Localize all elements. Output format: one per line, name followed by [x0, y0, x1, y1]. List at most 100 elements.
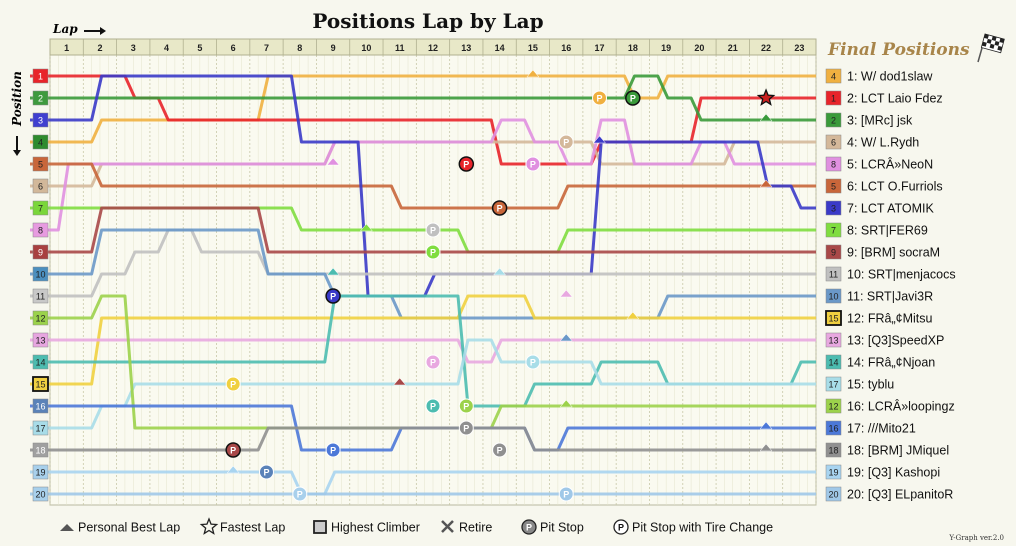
lap-tick-label: 6 [231, 43, 236, 53]
final-position-row: 11 10: SRT|menjacocs [825, 266, 956, 282]
personal-best-marker [393, 377, 407, 386]
pit-stop-letter: P [463, 160, 469, 170]
starting-grid-badge [825, 68, 842, 84]
series-line [30, 294, 816, 386]
start-position-badge [32, 310, 49, 326]
personal-best-marker [359, 223, 373, 232]
lap-tick-label: 10 [361, 43, 371, 53]
final-positions-title: Final Positions [827, 40, 970, 60]
start-position-number: 1 [38, 72, 43, 82]
start-position-number: 18 [35, 446, 45, 456]
final-position-row: 16 17: ///Mito21 [825, 420, 916, 436]
starting-grid-number: 3 [831, 204, 836, 214]
final-position-row: 1 2: LCT Laio Fdez [825, 90, 943, 106]
starting-grid-badge [825, 178, 842, 194]
final-positions-list: 4 1: W/ dod1slaw 1 2: LCT Laio Fdez 2 3: [MRc… [825, 68, 956, 502]
legend-item: Retire [441, 520, 492, 535]
legend-climber-icon [313, 520, 327, 534]
start-position-badge [32, 200, 49, 216]
series-line [30, 228, 816, 298]
fastest-lap-marker [756, 88, 776, 106]
final-position-row: 6 4: W/ L.Rydh [825, 134, 919, 150]
start-position-badge [32, 420, 49, 436]
driver-name: 12: FRâ„¢Mitsu [847, 312, 932, 326]
personal-best-marker [326, 267, 340, 276]
driver-name: 1: W/ dod1slaw [847, 70, 933, 84]
start-position-number: 11 [36, 292, 45, 302]
start-position-badge [32, 464, 49, 480]
starting-grid-number: 1 [831, 94, 836, 104]
start-position-number: 16 [35, 402, 45, 412]
legend: Personal Best Lap Fastest Lap Highest Clim… [60, 517, 773, 535]
starting-grid-number: 4 [831, 72, 836, 82]
final-position-row: 2 3: [MRc] jsk [825, 112, 913, 128]
start-position-badge [32, 398, 49, 414]
legend-item: P Pit Stop with Tire Change [613, 519, 773, 535]
starting-grid-badge [825, 442, 842, 458]
start-position-badge [32, 266, 49, 282]
start-position-number: 13 [35, 336, 45, 346]
position-axis-title: Position [10, 71, 24, 156]
final-position-row: 20 20: [Q3] ELpanitoR [825, 486, 953, 502]
final-position-row: 3 7: LCT ATOMIK [825, 200, 934, 216]
start-position-badge [32, 288, 49, 304]
legend-label: Retire [459, 521, 492, 535]
series-line [30, 206, 816, 254]
driver-name: 4: W/ L.Rydh [847, 136, 919, 150]
pit-stop-marker [425, 222, 441, 238]
start-position-badge [32, 156, 49, 172]
starting-grid-number: 6 [831, 138, 836, 148]
driver-name: 15: tyblu [847, 378, 894, 392]
series-line [30, 426, 816, 452]
series-line [30, 74, 816, 122]
lap-tick-label: 21 [728, 43, 738, 53]
starting-grid-number: 17 [828, 380, 838, 390]
driver-name: 20: [Q3] ELpanitoR [847, 488, 953, 502]
start-position-number: 2 [38, 94, 43, 104]
starting-grid-number: 9 [831, 248, 836, 258]
pit-stop-tire-change-marker [458, 156, 475, 172]
start-position-number: 12 [35, 314, 45, 324]
driver-name: 8: SRT|FER69 [847, 224, 928, 238]
lap-tick-label: 7 [264, 43, 269, 53]
start-position-badge [32, 134, 49, 150]
series-line [30, 338, 816, 430]
starting-grid-badge [825, 486, 842, 502]
lap-tick-label: 8 [297, 43, 302, 53]
pit-stop-letter: P [530, 160, 536, 170]
legend-label: Highest Climber [331, 521, 420, 535]
start-position-badge [32, 178, 49, 194]
starting-grid-number: 16 [828, 424, 838, 434]
starting-grid-badge [825, 112, 842, 128]
pit-stop-marker [325, 442, 341, 458]
start-position-badge [32, 376, 49, 392]
starting-grid-badge [825, 398, 842, 414]
personal-best-marker [326, 157, 340, 166]
legend-best-icon [60, 524, 74, 531]
starting-grid-number: 13 [828, 336, 838, 346]
pit-stop-marker [292, 486, 308, 502]
start-position-badge [32, 244, 49, 260]
start-position-number: 6 [38, 182, 43, 192]
personal-best-marker [759, 113, 773, 122]
starting-grid-number: 8 [831, 160, 836, 170]
driver-name: 19: [Q3] Kashopi [847, 466, 940, 480]
final-position-row: 4 1: W/ dod1slaw [825, 68, 933, 84]
final-position-row: 10 11: SRT|Javi3R [825, 288, 933, 304]
legend-item: Highest Climber [313, 520, 420, 535]
lap-header-bar [49, 38, 817, 56]
starting-grid-number: 10 [828, 292, 838, 302]
chart-title: Positions Lap by Lap [312, 9, 543, 33]
starting-grid-number: 14 [828, 358, 838, 368]
final-position-row: 13 13: [Q3]SpeedXP [825, 332, 944, 348]
starting-grid-badge [825, 266, 842, 282]
lap-header: 1 2 3 4 5 6 7 8 9 10 11 12 13 14 15 16 17 18 19 20 21 22 23 [49, 38, 817, 56]
starting-grid-badge [825, 310, 842, 326]
starting-grid-number: 11 [829, 270, 838, 280]
start-position-badge [32, 222, 49, 238]
pit-stop-marker [425, 398, 441, 414]
y-axis-arrow-head [13, 150, 21, 156]
pit-stop-marker [258, 464, 274, 480]
legend-pit-letter: P [526, 523, 532, 533]
